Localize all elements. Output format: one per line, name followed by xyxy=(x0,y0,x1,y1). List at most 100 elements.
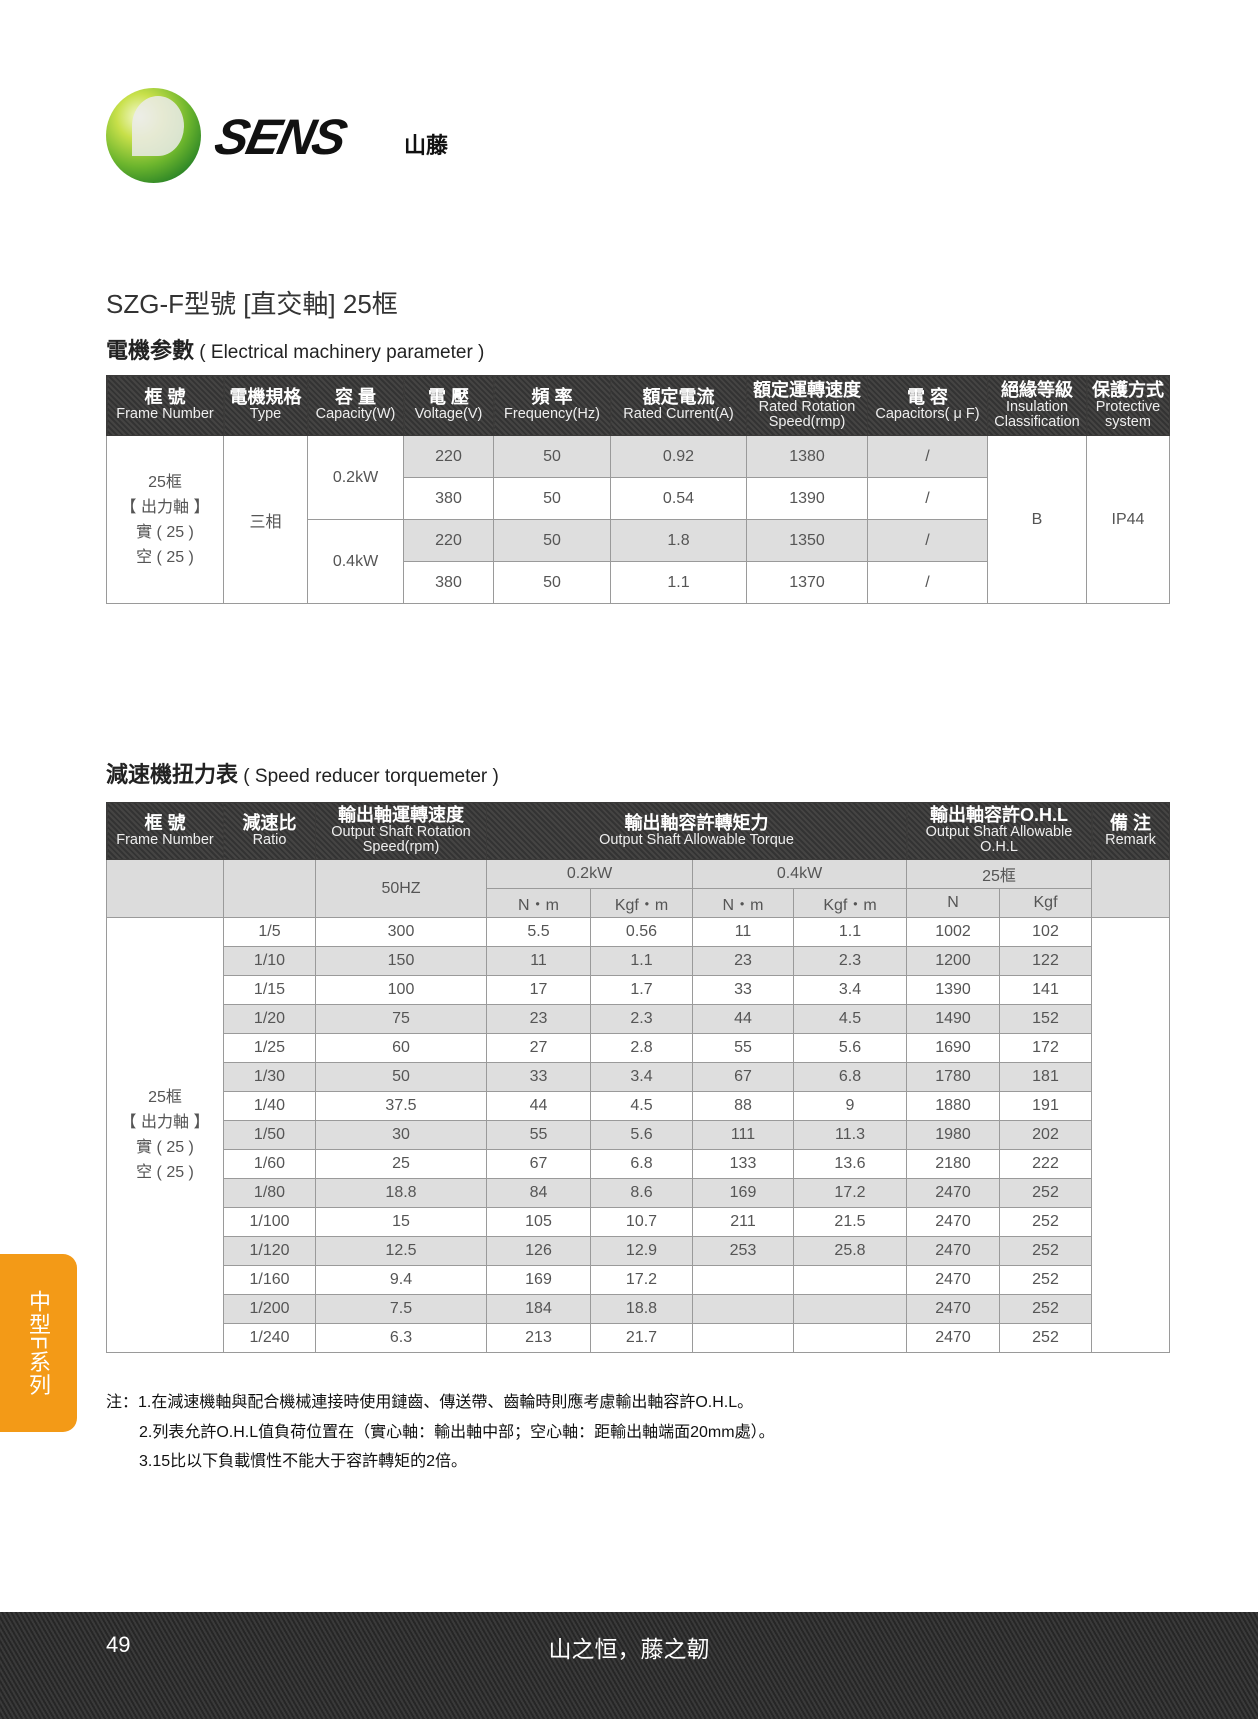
value-cell: 105 xyxy=(486,1207,591,1237)
value-cell: 1/15 xyxy=(223,975,316,1005)
value-cell: 1002 xyxy=(906,917,1000,947)
value-cell: 67 xyxy=(692,1062,794,1092)
header-torque: 輸出軸容許轉矩力 Output Shaft Allowable Torque xyxy=(486,802,907,860)
header-cell: 保護方式 Protective system xyxy=(1086,375,1170,436)
type-cell: 三相 xyxy=(223,435,308,604)
value-cell: 1490 xyxy=(906,1004,1000,1034)
note-3: 3.15比以下負載慣性不能大于容許轉矩的2倍。 xyxy=(139,1453,468,1470)
subheader-group: 0.2kW xyxy=(486,859,693,889)
value-cell: 6.8 xyxy=(590,1149,693,1179)
section-cn: 減速機扭力表 xyxy=(106,762,239,787)
value-cell: 1/80 xyxy=(223,1178,316,1208)
value-cell: 300 xyxy=(315,917,487,947)
value-cell: 1/5 xyxy=(223,917,316,947)
header-cell: 框 號 Frame Number xyxy=(106,375,224,436)
page-title: SZG-F型號 [直交軸] 25框 xyxy=(106,289,398,319)
value-cell: 1980 xyxy=(906,1120,1000,1150)
value-cell xyxy=(793,1294,907,1324)
value-cell: 21.5 xyxy=(793,1207,907,1237)
value-cell: / xyxy=(867,561,988,604)
value-cell: 169 xyxy=(486,1265,591,1295)
header-cell: 額定運轉速度 Rated Rotation Speed(rmp) xyxy=(746,375,868,436)
logo-text: SENS xyxy=(210,109,351,165)
subheader-blank xyxy=(106,859,224,918)
value-cell: 50 xyxy=(493,519,611,562)
electrical-parameter-table: 框 號 Frame Number 電機規格 Type 容 量 Capacity(W) 電 壓… xyxy=(106,375,1170,604)
value-cell: 2470 xyxy=(906,1323,1000,1353)
value-cell: 18.8 xyxy=(590,1294,693,1324)
value-cell xyxy=(793,1323,907,1353)
value-cell: 152 xyxy=(998,1004,1093,1034)
value-cell: 12.5 xyxy=(315,1236,487,1266)
value-cell: 13.6 xyxy=(793,1149,907,1179)
value-cell: 9.4 xyxy=(315,1265,487,1295)
value-cell: 202 xyxy=(998,1120,1093,1150)
value-cell: 44 xyxy=(692,1004,794,1034)
value-cell: 126 xyxy=(486,1236,591,1266)
table-row: 1/200 7.5 184 18.8 2470 252 xyxy=(107,1294,1170,1324)
table-row: 1/20 75 23 2.3 44 4.5 1490 152 xyxy=(107,1004,1170,1034)
value-cell: 6.3 xyxy=(315,1323,487,1353)
unit-cell: N・m xyxy=(692,888,794,918)
table-row: 1/25 60 27 2.8 55 5.6 1690 172 xyxy=(107,1033,1170,1063)
header-cell: 絕緣等級 Insulation Classification xyxy=(987,375,1087,436)
section-cn: 電機参數 xyxy=(106,338,195,363)
value-cell: 1/25 xyxy=(223,1033,316,1063)
value-cell: 88 xyxy=(692,1091,794,1121)
value-cell: 8.6 xyxy=(590,1178,693,1208)
value-cell: 1/120 xyxy=(223,1236,316,1266)
value-cell: 252 xyxy=(998,1178,1093,1208)
value-cell: 252 xyxy=(998,1207,1093,1237)
value-cell: 169 xyxy=(692,1178,794,1208)
header-remark: 備 注 Remark xyxy=(1091,802,1171,860)
value-cell: 1/100 xyxy=(223,1207,316,1237)
table-row: 25框【 出力軸 】實 ( 25 ) 空 ( 25 ) 三相 0.2kW 220 50 0.… xyxy=(106,435,1170,604)
page-number: 49 xyxy=(106,1632,131,1657)
table-row: 1/10 150 11 1.1 23 2.3 1200 122 xyxy=(107,946,1170,976)
value-cell: 27 xyxy=(486,1033,591,1063)
value-cell xyxy=(793,1265,907,1295)
value-cell: 1390 xyxy=(906,975,1000,1005)
value-cell: 17.2 xyxy=(590,1265,693,1295)
value-cell: 1/240 xyxy=(223,1323,316,1353)
value-cell: 252 xyxy=(998,1265,1093,1295)
header-speed: 輸出軸運轉速度 Output Shaft Rotation Speed(rpm) xyxy=(315,802,487,860)
note-2: 2.列表允許O.H.L值負荷位置在（實心軸：輸出軸中部；空心軸：距輸出軸端面20… xyxy=(139,1423,775,1441)
value-cell: 1690 xyxy=(906,1033,1000,1063)
value-cell xyxy=(692,1323,794,1353)
value-cell: 380 xyxy=(403,561,494,604)
value-cell: 33 xyxy=(486,1062,591,1092)
subheader-blank xyxy=(1091,859,1171,918)
header-frame: 框 號 Frame Number xyxy=(106,802,224,860)
value-cell: 15 xyxy=(315,1207,487,1237)
value-cell: 1880 xyxy=(906,1091,1000,1121)
value-cell: 1370 xyxy=(746,561,868,604)
value-cell: 11.3 xyxy=(793,1120,907,1150)
value-cell: 50 xyxy=(493,435,611,478)
table-row: 380 50 0.54 1390/ xyxy=(107,477,1170,520)
header-ratio: 減速比 Ratio xyxy=(223,802,316,860)
value-cell: 111 xyxy=(692,1120,794,1150)
value-cell: 4.5 xyxy=(793,1004,907,1034)
value-cell: 1/200 xyxy=(223,1294,316,1324)
unit-cell: N xyxy=(906,888,1000,918)
value-cell: 55 xyxy=(692,1033,794,1063)
value-cell: 1/60 xyxy=(223,1149,316,1179)
value-cell: / xyxy=(867,435,988,478)
header-cell: 容 量 Capacity(W) xyxy=(307,375,404,436)
value-cell: 17 xyxy=(486,975,591,1005)
table-row: 1/100 15 105 10.7 211 21.5 2470 252 xyxy=(107,1207,1170,1237)
value-cell: 1380 xyxy=(746,435,868,478)
value-cell: 2.3 xyxy=(590,1004,693,1034)
header-cell: 額定電流 Rated Current(A) xyxy=(610,375,747,436)
value-cell: 55 xyxy=(486,1120,591,1150)
subheader-freq: 50HZ xyxy=(315,859,487,918)
table-row: 1/120 12.5 126 12.9 253 25.8 2470 252 xyxy=(107,1236,1170,1266)
value-cell: 6.8 xyxy=(793,1062,907,1092)
header-cell: 頻 率 Frequency(Hz) xyxy=(493,375,611,436)
value-cell xyxy=(692,1294,794,1324)
value-cell: 5.5 xyxy=(486,917,591,947)
value-cell: 84 xyxy=(486,1178,591,1208)
subheader-group: 25框 xyxy=(905,859,1093,889)
footer-band xyxy=(0,1612,1258,1719)
